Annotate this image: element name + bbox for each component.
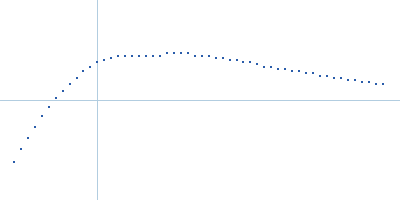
Point — [122, 54, 128, 57]
Point — [240, 61, 247, 64]
Point — [46, 105, 52, 108]
Point — [115, 54, 122, 57]
Point — [247, 61, 254, 64]
Point — [185, 52, 191, 55]
Point — [268, 65, 274, 68]
Point — [25, 136, 31, 139]
Point — [52, 96, 59, 99]
Point — [38, 114, 45, 117]
Point — [136, 54, 142, 57]
Point — [310, 72, 316, 75]
Point — [198, 54, 205, 57]
Point — [261, 65, 268, 68]
Point — [358, 81, 365, 84]
Point — [317, 74, 323, 77]
Point — [164, 52, 170, 55]
Point — [178, 52, 184, 55]
Point — [303, 72, 309, 75]
Point — [108, 56, 114, 59]
Point — [331, 76, 337, 79]
Point — [66, 83, 73, 86]
Point — [254, 63, 260, 66]
Point — [366, 81, 372, 84]
Point — [296, 70, 302, 73]
Point — [129, 54, 135, 57]
Point — [275, 67, 282, 70]
Point — [11, 161, 17, 164]
Point — [73, 76, 80, 79]
Point — [150, 54, 156, 57]
Point — [60, 90, 66, 93]
Point — [80, 70, 87, 73]
Point — [372, 83, 379, 86]
Point — [352, 78, 358, 82]
Point — [345, 78, 351, 82]
Point — [212, 56, 219, 59]
Point — [101, 58, 108, 62]
Point — [282, 67, 288, 70]
Point — [94, 61, 100, 64]
Point — [192, 54, 198, 57]
Point — [380, 83, 386, 86]
Point — [206, 54, 212, 57]
Point — [220, 56, 226, 59]
Point — [143, 54, 149, 57]
Point — [32, 125, 38, 128]
Point — [233, 58, 240, 62]
Point — [338, 76, 344, 79]
Point — [87, 65, 94, 68]
Point — [226, 58, 233, 62]
Point — [157, 54, 163, 57]
Point — [18, 147, 24, 150]
Point — [324, 74, 330, 77]
Point — [171, 52, 177, 55]
Point — [289, 70, 295, 73]
